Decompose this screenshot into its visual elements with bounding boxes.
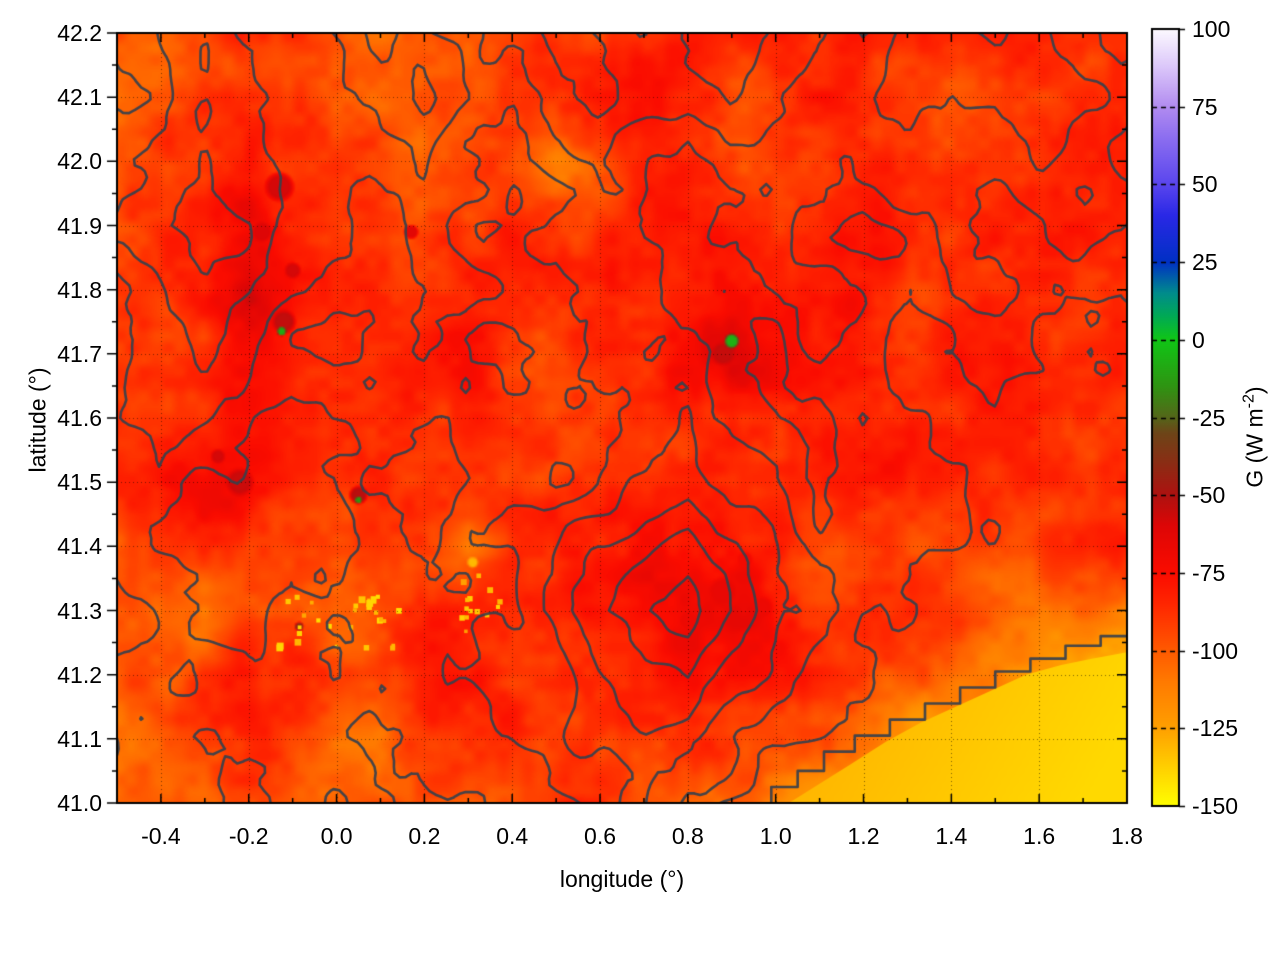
y-tick-label: 41.4 [57, 533, 102, 560]
x-tick-label: 0.6 [584, 823, 617, 849]
x-tick-label: 0.4 [496, 823, 529, 849]
y-tick-label: 41.2 [57, 661, 102, 688]
y-tick-label: 42.1 [57, 84, 102, 111]
x-tick-label: 0.0 [320, 823, 353, 849]
colorbar-tick-label: -100 [1192, 637, 1239, 664]
y-axis-title: latitude (°) [24, 367, 51, 473]
x-tick-label: 1.6 [1023, 823, 1056, 849]
colorbar-tick-label: 50 [1192, 171, 1218, 198]
x-tick-label: -0.4 [141, 823, 181, 849]
y-tick-label: 41.3 [57, 597, 102, 624]
y-tick-label: 41.0 [57, 790, 102, 816]
x-tick-label: -0.2 [228, 823, 269, 849]
y-tick-label: 42.0 [57, 148, 102, 175]
colorbar-tick-label: 0 [1192, 326, 1205, 353]
colorbar-title-sup: -2 [1239, 394, 1258, 409]
x-tick-label: 1.8 [1111, 823, 1143, 849]
colorbar-tick-label: 75 [1192, 93, 1218, 120]
colorbar-tick-label: -25 [1192, 404, 1226, 431]
y-tick-label: 41.5 [57, 469, 102, 496]
x-tick-label: 0.2 [408, 823, 441, 849]
colorbar-title-main: G (W m [1241, 408, 1268, 488]
colorbar-tick-label: -50 [1192, 482, 1226, 509]
colorbar-tick-label: -125 [1192, 715, 1239, 742]
x-tick-label: 1.0 [759, 823, 792, 849]
y-tick-label: 41.6 [57, 405, 102, 431]
colorbar-tick-label: -150 [1192, 793, 1239, 819]
y-tick-label: 41.8 [57, 276, 102, 303]
y-tick-label: 41.7 [57, 340, 102, 367]
y-tick-label: 42.2 [57, 20, 102, 46]
x-axis-title: longitude (°) [559, 866, 685, 892]
y-tick-label: 41.9 [57, 212, 102, 239]
colorbar-title-close: ) [1241, 386, 1268, 395]
x-tick-label: 0.8 [671, 823, 704, 849]
colorbar-tick-label: -75 [1192, 559, 1226, 586]
colorbar-tick-label: 100 [1192, 16, 1231, 42]
y-tick-label: 41.1 [57, 725, 102, 752]
colorbar-tick-label: 25 [1192, 249, 1218, 276]
colorbar-title: G (W m-2) [1240, 386, 1269, 487]
x-tick-label: 1.2 [847, 823, 880, 849]
x-tick-label: 1.4 [935, 823, 968, 849]
